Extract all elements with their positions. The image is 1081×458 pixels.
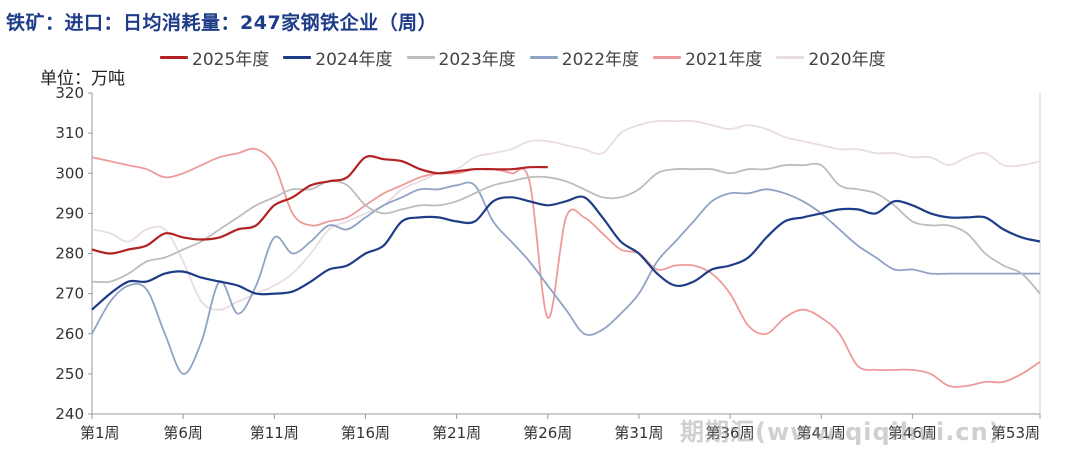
legend-label: 2025年度	[192, 49, 270, 70]
legend-label: 2021年度	[685, 49, 763, 70]
series-line-2022年度	[91, 181, 1041, 375]
series-line-2025年度	[91, 155, 548, 255]
x-tick-label: 第1周	[80, 424, 120, 442]
y-tick-label: 320	[55, 84, 84, 102]
y-tick-label: 300	[55, 164, 84, 182]
y-tick-label: 240	[55, 405, 84, 423]
x-tick-label: 第46周	[888, 424, 937, 442]
y-unit-label: 单位：万吨	[40, 69, 125, 89]
legend-label: 2023年度	[438, 49, 516, 70]
x-tick-label: 第41周	[797, 424, 846, 442]
legend-item: 2022年度	[529, 45, 640, 70]
legend-swatch	[653, 55, 682, 59]
y-tick-label: 260	[55, 325, 84, 343]
legend-item: 2024年度	[283, 45, 393, 70]
y-tick-label: 290	[55, 204, 84, 222]
legend-label: 2022年度	[561, 49, 640, 70]
legend-item: 2021年度	[653, 45, 762, 70]
legend-item: 2023年度	[406, 45, 516, 70]
x-tick-label: 第26周	[523, 424, 572, 442]
legend-item: 2020年度	[776, 45, 886, 70]
x-tick-label: 第6周	[163, 424, 203, 442]
legend-swatch	[776, 55, 805, 59]
chart-title: 铁矿：进口：日均消耗量：247家钢铁企业（周）	[6, 12, 438, 34]
series-line-2023年度	[91, 162, 1041, 295]
y-tick-label: 280	[55, 245, 84, 263]
legend-swatch	[160, 55, 188, 59]
x-tick-label: 第11周	[250, 424, 299, 442]
x-tick-label: 第31周	[614, 424, 663, 442]
series-line-2021年度	[91, 147, 1041, 388]
x-tick-label: 第36周	[706, 424, 755, 442]
y-tick-label: 310	[55, 124, 84, 142]
legend-item: 2025年度	[160, 45, 269, 70]
legend-swatch	[406, 55, 435, 59]
legend-label: 2024年度	[315, 49, 393, 70]
x-tick-label: 第21周	[432, 424, 481, 442]
y-tick-label: 270	[55, 285, 84, 303]
legend-swatch	[283, 55, 312, 59]
watermark: 期期汇(www.qiqihui.cn)	[680, 418, 1001, 446]
legend: 2025年度 2024年度 2023年度 2022年度 2021年度 2020年度	[160, 44, 900, 70]
legend-swatch	[529, 55, 558, 59]
x-tick-label: 第53周	[991, 424, 1040, 442]
series-line-2024年度	[91, 195, 1041, 311]
legend-label: 2020年度	[808, 49, 886, 70]
x-tick-label: 第16周	[341, 424, 390, 442]
y-tick-label: 250	[55, 365, 84, 383]
